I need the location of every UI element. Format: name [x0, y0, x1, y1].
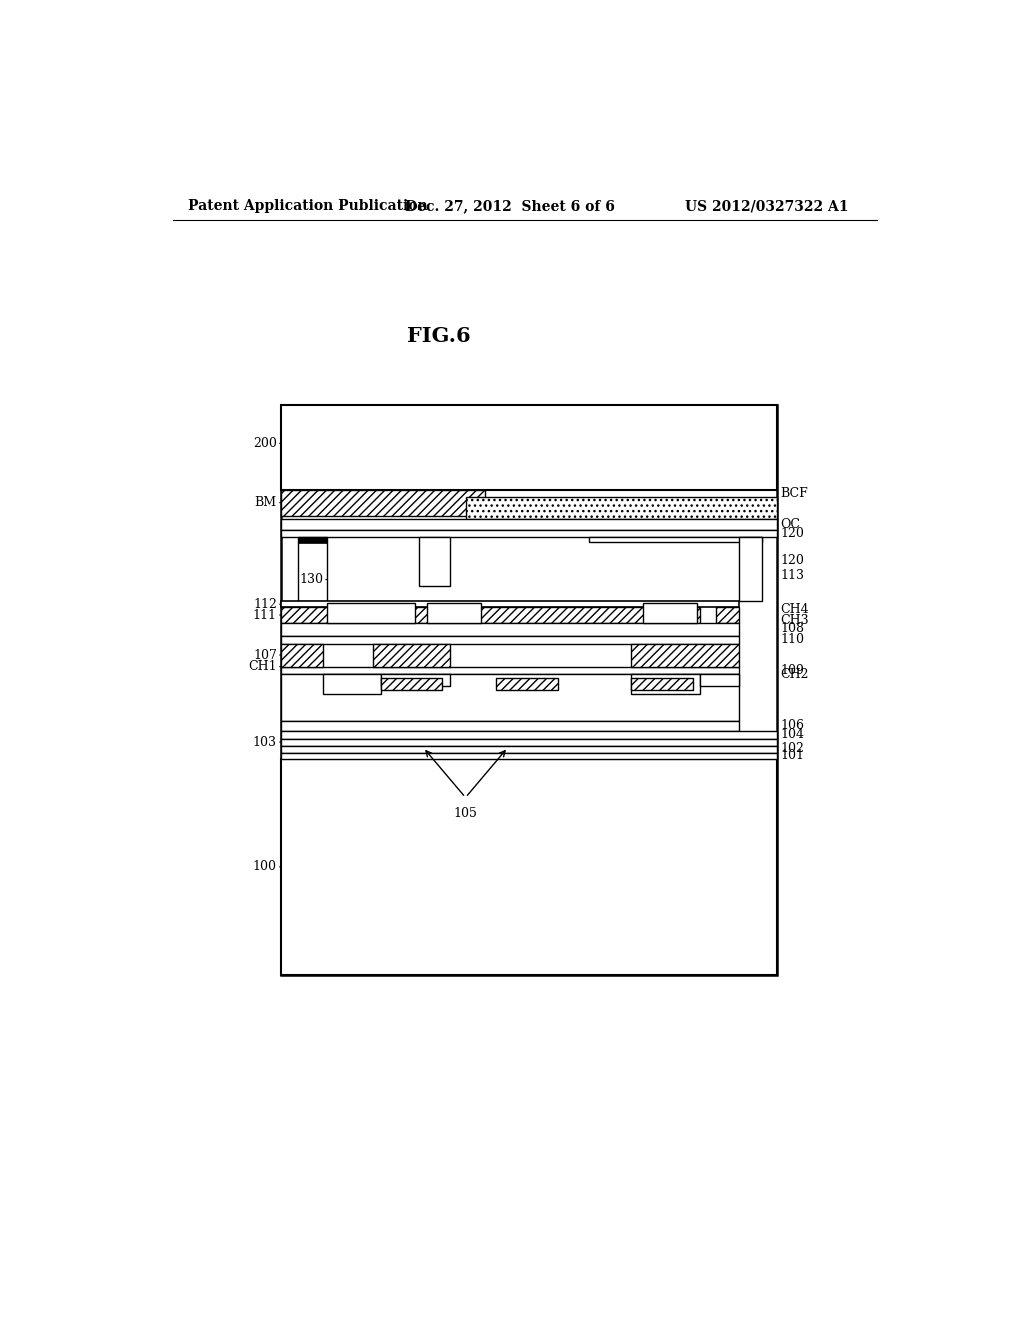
Text: 100: 100: [253, 861, 281, 874]
Bar: [643, 603, 696, 623]
Bar: [323, 675, 381, 693]
Bar: [281, 721, 739, 730]
Text: 109: 109: [777, 664, 804, 677]
Bar: [381, 675, 451, 686]
Text: 200: 200: [253, 437, 281, 450]
Text: CH1: CH1: [248, 660, 281, 673]
Text: Dec. 27, 2012  Sheet 6 of 6: Dec. 27, 2012 Sheet 6 of 6: [406, 199, 615, 213]
Text: 110: 110: [777, 634, 805, 647]
Text: 120: 120: [777, 554, 804, 566]
Text: OC: OC: [777, 517, 801, 531]
Text: 107: 107: [253, 648, 281, 661]
Text: 104: 104: [777, 727, 805, 741]
Bar: [589, 537, 762, 543]
Bar: [327, 603, 416, 623]
Text: 106: 106: [777, 718, 805, 731]
Bar: [281, 531, 777, 537]
Bar: [631, 678, 692, 689]
Bar: [716, 607, 739, 623]
Text: CH4: CH4: [777, 603, 809, 616]
Text: 120: 120: [777, 527, 804, 540]
Bar: [631, 675, 700, 693]
Bar: [739, 537, 762, 601]
Bar: [700, 675, 739, 686]
Text: 112: 112: [253, 598, 281, 611]
Text: BCF: BCF: [777, 487, 808, 500]
Bar: [373, 644, 451, 667]
Text: CH2: CH2: [777, 668, 809, 681]
Bar: [298, 537, 327, 601]
Text: BM: BM: [255, 496, 281, 510]
Bar: [281, 405, 777, 490]
Bar: [281, 759, 777, 974]
Bar: [281, 752, 777, 759]
Bar: [298, 537, 327, 544]
Bar: [281, 519, 777, 531]
Bar: [281, 636, 739, 644]
Text: 111: 111: [253, 609, 281, 622]
Bar: [419, 537, 451, 586]
Text: Patent Application Publication: Patent Application Publication: [188, 199, 428, 213]
Bar: [281, 675, 739, 721]
Bar: [281, 667, 739, 675]
Bar: [281, 644, 323, 667]
Bar: [281, 405, 777, 974]
Bar: [427, 603, 481, 623]
Text: 103: 103: [253, 735, 281, 748]
Text: US 2012/0327322 A1: US 2012/0327322 A1: [685, 199, 849, 213]
Bar: [281, 601, 739, 607]
Text: 105: 105: [454, 807, 477, 820]
Text: 130: 130: [299, 573, 327, 586]
Bar: [281, 623, 739, 636]
Bar: [281, 490, 484, 516]
Text: 113: 113: [777, 569, 805, 582]
Bar: [281, 739, 777, 746]
Text: 108: 108: [777, 622, 805, 635]
Bar: [497, 678, 558, 689]
Text: 101: 101: [777, 750, 805, 763]
Bar: [281, 730, 777, 739]
Bar: [281, 746, 777, 752]
Bar: [381, 678, 442, 689]
Bar: [281, 607, 700, 623]
Bar: [466, 498, 777, 519]
Text: CH3: CH3: [777, 614, 809, 627]
Bar: [631, 644, 739, 667]
Text: FIG.6: FIG.6: [407, 326, 470, 346]
Text: 102: 102: [777, 742, 804, 755]
